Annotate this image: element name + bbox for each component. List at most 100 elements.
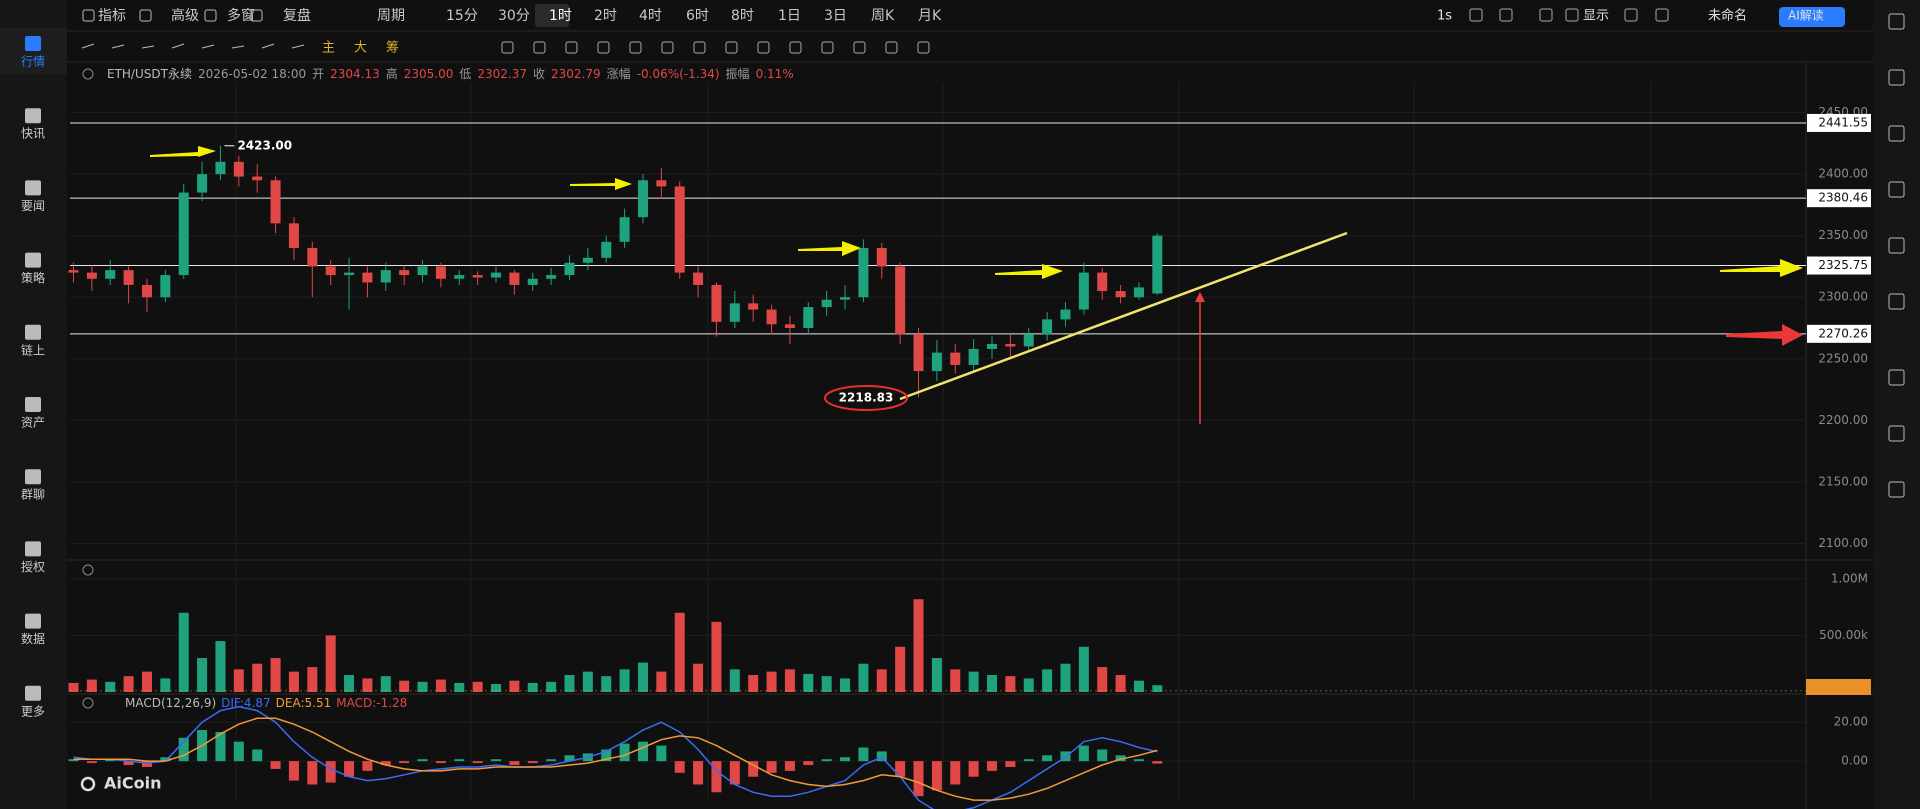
toolbar-item[interactable]: 3日 [824,8,847,24]
tool-icon[interactable] [885,41,898,54]
toolbar-item[interactable]: 高级 [171,7,199,24]
toolbar-item[interactable]: 多窗 [227,7,255,24]
macd-bar [270,761,281,769]
sidebar-label[interactable]: 群聊 [21,488,45,502]
candle-body [913,334,924,372]
toolbar-item[interactable]: 月K [918,8,942,24]
info-value: 2305.00 [404,67,454,81]
draw-tool-icon[interactable] [291,44,305,49]
draw-tool-icon[interactable] [171,43,185,49]
macd-macd_label: MACD:-1.28 [336,696,407,710]
tool-icon[interactable] [597,41,610,54]
sidebar-label[interactable]: 策略 [21,270,45,285]
toolbar-icon[interactable] [1565,8,1579,22]
tool-icon[interactable] [501,41,514,54]
tool-icon[interactable] [565,41,578,54]
sidebar-label[interactable]: 要闻 [21,199,45,213]
right-icon[interactable] [1888,125,1905,142]
sidebar-icon[interactable] [25,324,41,340]
macd-bar [748,761,759,777]
sidebar-icon[interactable] [25,613,41,629]
tool-icon[interactable] [661,41,674,54]
right-icon[interactable] [1888,481,1905,498]
macd-dif_label: DIF:4.87 [221,696,271,710]
sidebar-label[interactable]: 数据 [21,631,45,646]
toolbar-icon[interactable] [1469,8,1483,22]
volume-bar [656,671,667,692]
toolbar-item[interactable]: 周期 [377,8,405,24]
sidebar-icon[interactable] [25,180,41,196]
tool-icon[interactable] [693,41,706,54]
volume-tick-label: 500.00k [1819,628,1868,642]
right-icon[interactable] [1888,369,1905,386]
macd-bar [601,749,612,762]
candle-body [1042,319,1053,335]
toolbar-item[interactable]: 8时 [731,8,754,24]
toolbar-item[interactable]: 4时 [639,8,662,24]
draw-tool-icon[interactable] [141,45,155,49]
toolbar-icon[interactable] [1624,8,1638,22]
toolbar-right-item[interactable]: 未命名 [1708,8,1747,24]
draw-tool-icon[interactable] [201,44,215,49]
sidebar-label[interactable]: 行情 [21,55,45,69]
draw-tool-icon[interactable] [81,43,95,49]
tool-item[interactable]: 大 [354,41,367,56]
right-icon[interactable] [1888,69,1905,86]
draw-tool-icon[interactable] [231,45,245,49]
volume-bar [233,669,244,692]
sidebar-icon[interactable] [25,36,41,51]
right-icon[interactable] [1888,181,1905,198]
candle-body [527,278,538,285]
sidebar-icon[interactable] [25,108,41,124]
level-label: 2441.55 [1818,115,1868,129]
tool-item[interactable]: 筹 [386,40,399,56]
toolbar-item[interactable]: 15分 [446,8,478,24]
macd-bar [931,761,942,791]
tool-icon[interactable] [725,41,738,54]
toolbar-item[interactable]: 2时 [594,8,617,24]
tool-icon[interactable] [757,41,770,54]
right-icon[interactable] [1888,13,1905,30]
dif-line [73,705,1158,809]
toolbar-item[interactable]: 1时 [549,8,572,24]
tool-item[interactable]: 主 [322,41,335,56]
toolbar-item[interactable]: 复盘 [283,7,311,24]
toolbar-item[interactable]: 周K [871,8,895,24]
sidebar-icon[interactable] [25,541,41,557]
tool-icon[interactable] [821,41,834,54]
toolbar-icon[interactable] [1655,8,1669,22]
right-icon[interactable] [1888,293,1905,310]
toolbar-item[interactable]: 30分 [498,8,530,24]
candle-body [86,272,97,279]
toolbar-icon[interactable] [1539,8,1553,22]
sidebar-label[interactable]: 资产 [21,416,45,430]
sidebar-icon[interactable] [25,252,41,268]
tool-icon[interactable] [629,41,642,54]
toolbar-item[interactable]: 指标 [98,8,126,24]
candle-body [895,266,906,335]
toolbar-item[interactable]: 1日 [778,8,801,24]
sidebar-label[interactable]: 更多 [21,704,45,718]
draw-tool-icon[interactable] [261,43,275,49]
tool-icon[interactable] [853,41,866,54]
sidebar-icon[interactable] [25,685,41,701]
sidebar-label[interactable]: 授权 [21,559,45,574]
time-grid [235,83,1652,802]
tool-icon[interactable] [789,41,802,54]
toolbar-icon[interactable] [1499,8,1513,22]
tool-icon[interactable] [917,41,930,54]
toolbar-right-item[interactable]: AI解读 [1788,9,1824,23]
draw-tool-icon[interactable] [111,44,125,49]
tool-icon[interactable] [533,41,546,54]
sidebar-icon[interactable] [25,469,41,485]
sidebar-label[interactable]: 快讯 [21,127,45,141]
sidebar-label[interactable]: 链上 [21,342,45,357]
toolbar-item[interactable]: 6时 [686,8,709,24]
toolbar-right-item[interactable]: 1s [1437,9,1452,24]
macd-bar [693,761,704,785]
volume-tick-label: 1.00M [1831,571,1868,585]
sidebar-icon[interactable] [25,397,41,412]
toolbar-right-item[interactable]: 显示 [1583,9,1609,24]
right-icon[interactable] [1888,425,1905,442]
right-icon[interactable] [1888,237,1905,254]
